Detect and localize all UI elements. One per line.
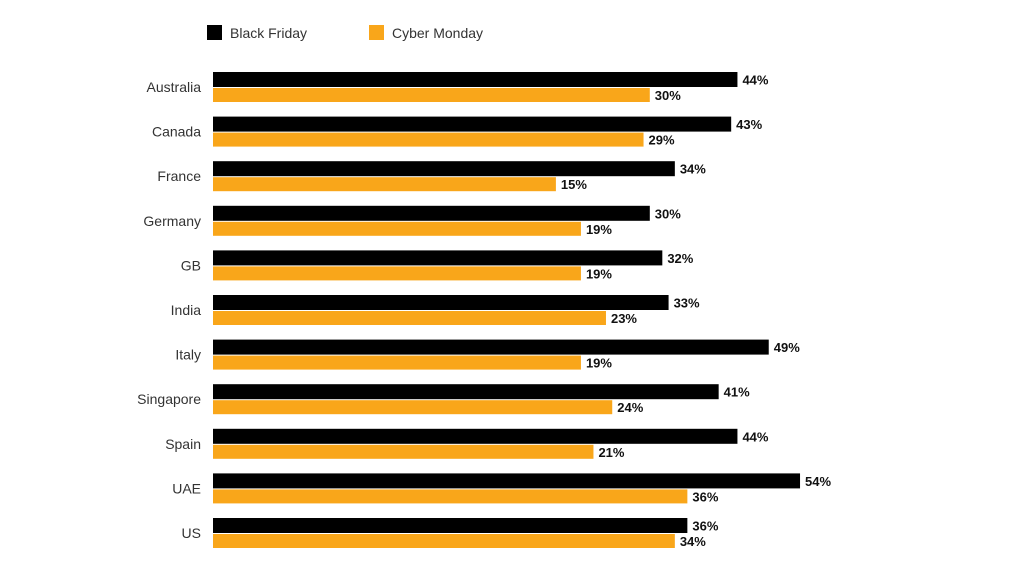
value-label-cyber-monday-australia: 30%	[655, 88, 681, 103]
bar-black-friday-singapore	[213, 384, 719, 400]
bar-black-friday-india	[213, 295, 669, 310]
category-label-spain: Spain	[165, 436, 201, 452]
bars: Australia 44% 30% Canada 43% 29% France 34% 15% G…	[137, 72, 831, 549]
bar-cyber-monday-italy	[213, 355, 581, 370]
category-label-germany: Germany	[143, 213, 201, 229]
category-label-india: India	[171, 302, 202, 318]
bar-cyber-monday-australia	[213, 88, 650, 102]
legend-label-cyber-monday: Cyber Monday	[392, 25, 483, 41]
legend-swatch-cyber-monday	[369, 25, 384, 40]
bar-black-friday-spain	[213, 428, 738, 444]
category-label-canada: Canada	[152, 124, 201, 140]
bar-cyber-monday-canada	[213, 132, 644, 147]
value-label-black-friday-singapore: 41%	[724, 385, 750, 400]
value-label-cyber-monday-india: 23%	[611, 311, 637, 326]
category-label-singapore: Singapore	[137, 391, 201, 407]
value-label-black-friday-italy: 49%	[774, 340, 800, 355]
category-label-us: US	[182, 525, 201, 541]
category-label-uae: UAE	[172, 480, 201, 496]
value-label-black-friday-india: 33%	[674, 296, 700, 311]
legend-swatch-black-friday	[207, 25, 222, 40]
legend: Black Friday Cyber Monday	[207, 25, 483, 41]
bar-black-friday-uae	[213, 473, 801, 489]
value-label-black-friday-uae: 54%	[805, 474, 831, 489]
bar-black-friday-canada	[213, 116, 732, 132]
category-label-gb: GB	[181, 257, 201, 273]
value-label-black-friday-gb: 32%	[667, 251, 693, 266]
value-label-cyber-monday-us: 34%	[680, 534, 706, 549]
value-label-black-friday-spain: 44%	[742, 429, 768, 444]
category-label-australia: Australia	[147, 79, 202, 95]
bar-cyber-monday-singapore	[213, 400, 613, 415]
value-label-black-friday-australia: 44%	[742, 73, 768, 88]
value-label-cyber-monday-gb: 19%	[586, 266, 612, 281]
bar-black-friday-germany	[213, 205, 650, 221]
value-label-cyber-monday-france: 15%	[561, 177, 587, 192]
value-label-cyber-monday-canada: 29%	[649, 133, 675, 148]
bar-black-friday-gb	[213, 250, 663, 266]
value-label-cyber-monday-spain: 21%	[598, 445, 624, 460]
value-label-cyber-monday-italy: 19%	[586, 356, 612, 371]
category-label-italy: Italy	[175, 347, 201, 363]
value-label-cyber-monday-uae: 36%	[692, 489, 718, 504]
bar-cyber-monday-india	[213, 311, 606, 325]
bar-cyber-monday-gb	[213, 266, 581, 281]
value-label-black-friday-us: 36%	[692, 519, 718, 534]
bar-cyber-monday-us	[213, 534, 675, 548]
value-label-black-friday-germany: 30%	[655, 206, 681, 221]
value-label-black-friday-france: 34%	[680, 162, 706, 177]
bar-cyber-monday-uae	[213, 489, 688, 504]
bar-black-friday-australia	[213, 72, 738, 87]
bar-black-friday-us	[213, 518, 688, 533]
bar-cyber-monday-france	[213, 177, 556, 192]
bar-cyber-monday-germany	[213, 221, 581, 236]
value-label-cyber-monday-germany: 19%	[586, 222, 612, 237]
legend-label-black-friday: Black Friday	[230, 25, 307, 41]
category-label-france: France	[157, 168, 201, 184]
bar-black-friday-italy	[213, 339, 769, 355]
value-label-cyber-monday-singapore: 24%	[617, 400, 643, 415]
bar-cyber-monday-spain	[213, 444, 594, 459]
value-label-black-friday-canada: 43%	[736, 117, 762, 132]
bar-black-friday-france	[213, 161, 675, 177]
